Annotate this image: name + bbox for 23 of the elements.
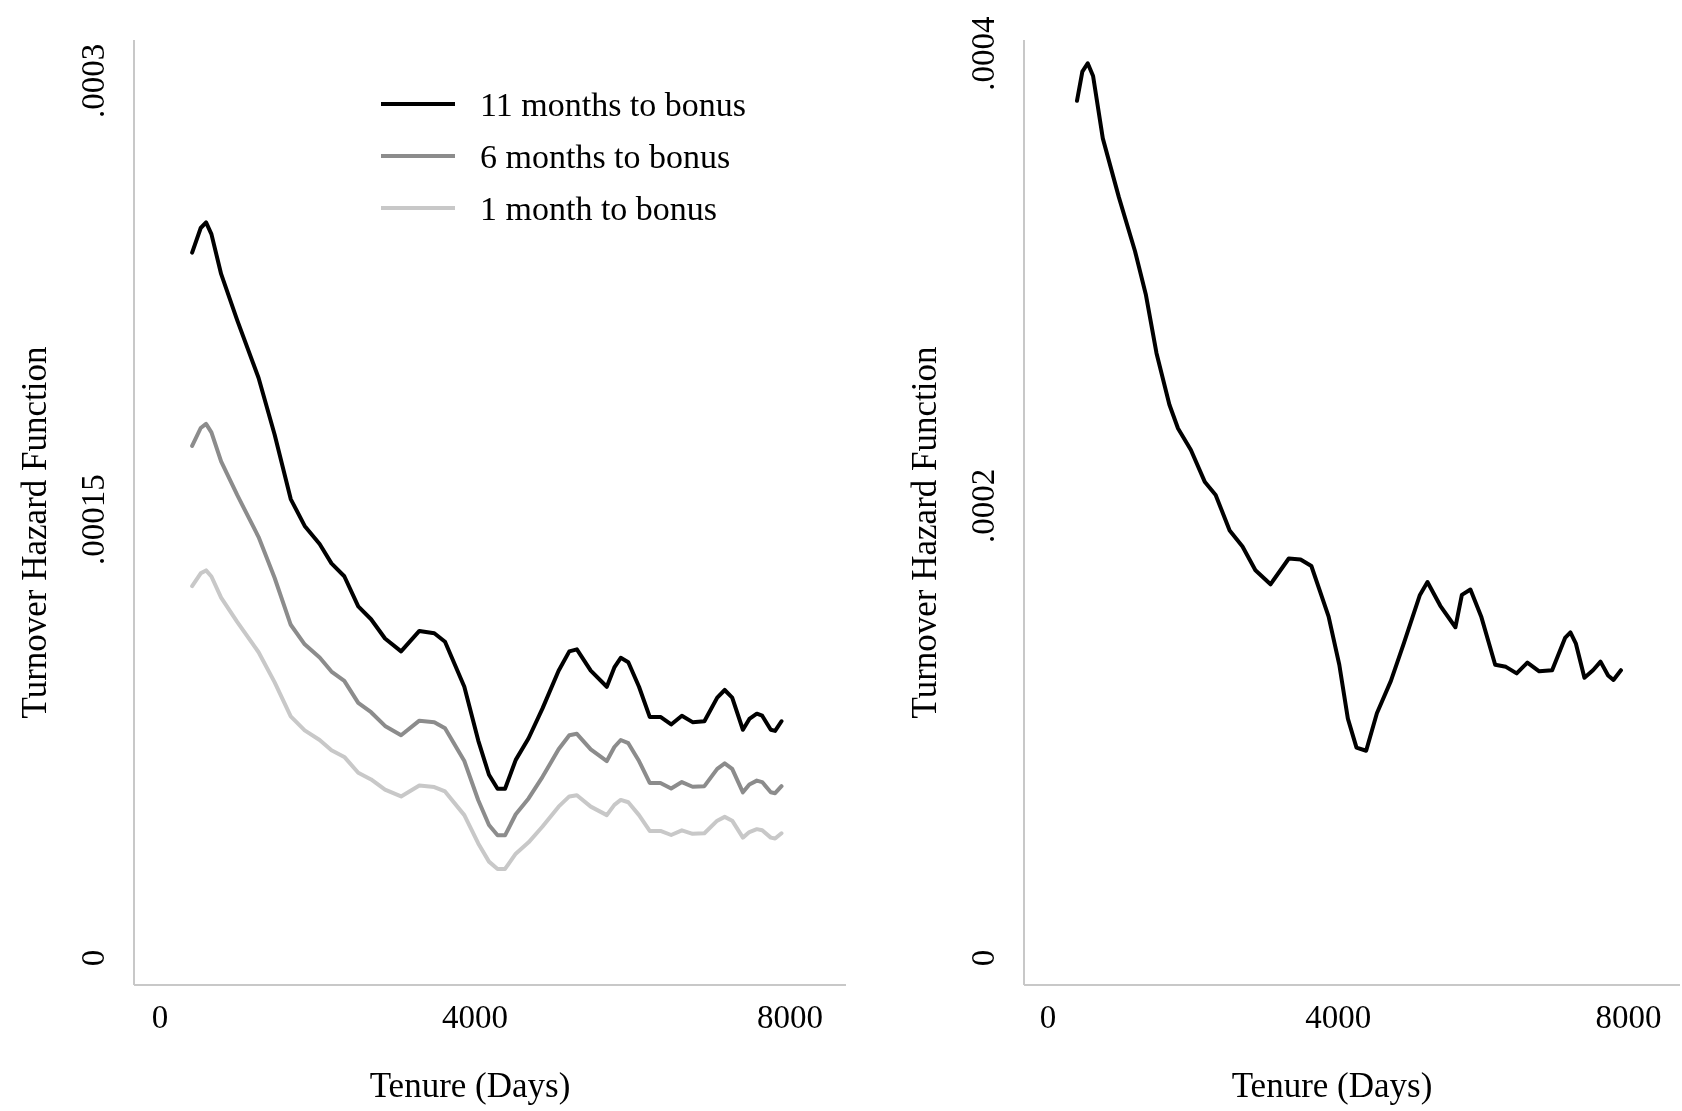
y-tick-label: 0 <box>965 949 1001 967</box>
line-series <box>190 568 784 871</box>
x-tick-label: 8000 <box>757 999 824 1035</box>
legend-label: 1 month to bonus <box>480 190 718 227</box>
legend-label: 11 months to bonus <box>480 86 747 123</box>
y-tick-label: .00015 <box>75 474 111 565</box>
y-tick-label: .0004 <box>965 16 1001 91</box>
legend-label: 6 months to bonus <box>480 138 731 175</box>
y-tick-label: .0003 <box>75 43 111 119</box>
x-tick-label: 4000 <box>442 999 509 1035</box>
line-series <box>1074 61 1623 753</box>
y-axis-title: Turnover Hazard Function <box>15 346 54 719</box>
y-tick-label: .0002 <box>965 468 1001 543</box>
x-tick-label: 8000 <box>1595 999 1662 1035</box>
line-series <box>190 220 784 791</box>
x-tick-label: 4000 <box>1305 999 1372 1035</box>
x-axis-title: Tenure (Days) <box>369 1066 571 1105</box>
line-series <box>190 421 784 838</box>
y-tick-label: 0 <box>75 949 111 967</box>
x-tick-label: 0 <box>151 999 169 1035</box>
y-axis-title: Turnover Hazard Function <box>905 346 944 719</box>
x-tick-label: 0 <box>1039 999 1057 1035</box>
x-axis-title: Tenure (Days) <box>1231 1066 1433 1105</box>
